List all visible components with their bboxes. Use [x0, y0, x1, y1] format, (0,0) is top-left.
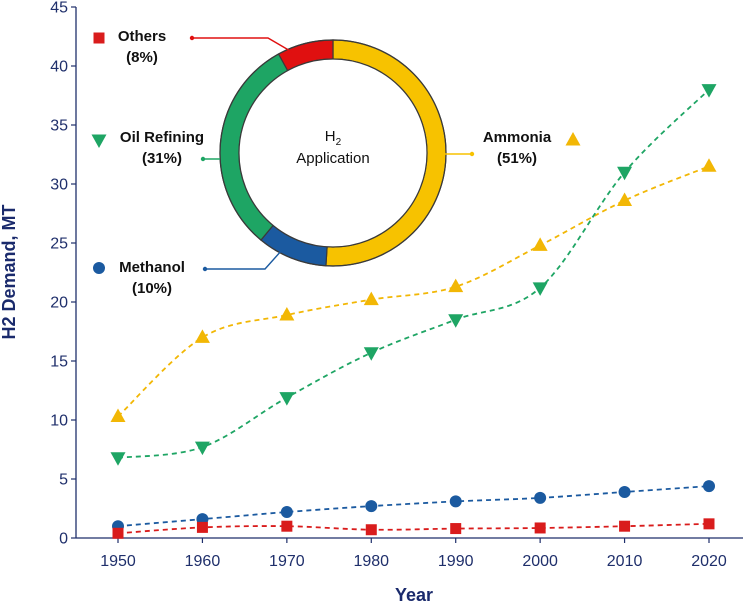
ammonia-marker — [194, 329, 210, 343]
others-marker — [534, 522, 546, 534]
axes: 0 5 10 15 20 25 30 35 40 45 1950 1960 1970 1980 1990 20… — [50, 0, 743, 570]
leader-dot-methanol — [202, 266, 208, 272]
x-tick-label: 1950 — [100, 553, 136, 570]
oil-refining-marker — [701, 84, 717, 98]
oil-refining-marker — [194, 441, 210, 456]
leader-dot-oil-refining — [200, 156, 206, 162]
y-tick-label: 15 — [50, 354, 68, 371]
leader-line-methanol — [205, 249, 283, 270]
legend-methanol-marker — [93, 262, 105, 274]
legend-label-ammonia: Ammonia — [483, 129, 552, 146]
ammonia-marker — [617, 192, 633, 207]
methanol-marker — [618, 485, 631, 498]
oil-refining-marker — [448, 314, 464, 328]
oil-refining-marker — [617, 166, 633, 181]
y-tick-label: 10 — [50, 413, 68, 430]
y-tick-label: 0 — [59, 531, 68, 548]
donut-outer-ring — [219, 39, 447, 267]
y-tick-label: 45 — [50, 0, 68, 17]
oil-refining-marker — [532, 282, 548, 296]
donut-hole — [238, 58, 428, 248]
oil-refining-marker — [363, 347, 379, 361]
ammonia-marker — [448, 278, 464, 293]
oil-refining-marker — [279, 392, 295, 406]
legend: Others (8%) Oil Refining (31%) Methanol (10%)… — [91, 28, 581, 297]
x-tick-label: 2010 — [607, 553, 643, 570]
legend-ammonia-marker — [565, 132, 581, 146]
methanol-marker — [534, 491, 547, 504]
leader-dot-ammonia — [469, 151, 475, 157]
x-tick-label: 1990 — [438, 553, 474, 570]
legend-label-methanol: Methanol — [119, 259, 185, 276]
ammonia-marker — [279, 306, 295, 321]
x-tick-label: 1960 — [185, 553, 221, 570]
others-marker — [450, 523, 462, 535]
y-tick-label: 25 — [50, 236, 68, 253]
donut-center-subtitle: Application — [296, 150, 369, 167]
others-marker — [703, 518, 715, 530]
y-tick-label: 40 — [50, 59, 68, 76]
methanol-marker — [365, 500, 378, 513]
y-tick-label: 5 — [59, 472, 68, 489]
legend-oil-refining-marker — [91, 134, 107, 148]
x-tick-label: 1970 — [269, 553, 305, 570]
methanol-marker — [449, 495, 462, 508]
y-axis-title: H2 Demand, MT — [0, 204, 19, 339]
x-tick-label: 2020 — [691, 553, 727, 570]
others-marker — [281, 520, 293, 532]
legend-percent-methanol: (10%) — [132, 280, 172, 297]
series-markers — [110, 84, 717, 539]
legend-label-others: Others — [118, 28, 166, 45]
oil-refining-marker — [110, 452, 126, 466]
y-tick-label: 30 — [50, 177, 68, 194]
x-tick-label: 2000 — [522, 553, 558, 570]
others-marker — [365, 524, 377, 536]
ammonia-marker — [363, 291, 379, 306]
others-marker — [196, 521, 208, 533]
y-tick-label: 35 — [50, 118, 68, 135]
legend-percent-others: (8%) — [126, 49, 158, 66]
others-marker — [112, 527, 124, 539]
ammonia-marker — [110, 408, 126, 422]
ammonia-marker — [532, 237, 548, 251]
others-marker — [619, 520, 631, 532]
legend-percent-oil-refining: (31%) — [142, 150, 182, 167]
methanol-marker — [703, 480, 715, 493]
oil-refining-series-line — [117, 88, 710, 459]
leader-line-others — [192, 37, 293, 53]
legend-label-oil-refining: Oil Refining — [120, 129, 204, 146]
others-series-line — [117, 522, 710, 535]
leader-dot-others — [189, 35, 195, 41]
legend-percent-ammonia: (51%) — [497, 150, 537, 167]
methanol-marker — [280, 506, 293, 519]
y-tick-label: 20 — [50, 295, 68, 312]
legend-others-marker — [93, 32, 105, 44]
ammonia-marker — [701, 158, 717, 172]
x-axis-title: Year — [395, 585, 433, 603]
x-tick-label: 1980 — [353, 553, 389, 570]
methanol-series-line — [117, 485, 710, 528]
